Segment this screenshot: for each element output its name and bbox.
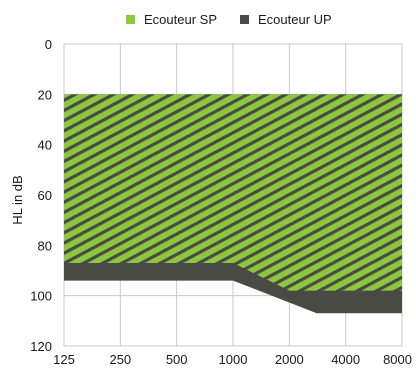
x-tick-label-6: 8000 bbox=[383, 352, 412, 367]
y-axis-title: HL in dB bbox=[10, 175, 25, 224]
y-tick-label-0: 0 bbox=[45, 37, 52, 52]
legend-swatch-ecouteur-up bbox=[240, 15, 249, 24]
y-axis-ticks: 0 20 40 60 80 100 120 bbox=[30, 37, 52, 354]
y-tick-label-3: 60 bbox=[38, 188, 52, 203]
plot-areas bbox=[64, 94, 402, 314]
x-tick-label-2: 500 bbox=[166, 352, 188, 367]
x-tick-label-5: 4000 bbox=[331, 352, 360, 367]
y-tick-label-5: 100 bbox=[30, 289, 52, 304]
x-tick-label-0: 125 bbox=[53, 352, 75, 367]
y-tick-label-2: 40 bbox=[38, 138, 52, 153]
x-tick-label-4: 2000 bbox=[275, 352, 304, 367]
y-tick-label-6: 120 bbox=[30, 339, 52, 354]
x-tick-label-1: 250 bbox=[109, 352, 131, 367]
y-tick-label-1: 20 bbox=[38, 87, 52, 102]
legend: Ecouteur SP Ecouteur UP bbox=[126, 12, 332, 27]
legend-label-ecouteur-sp: Ecouteur SP bbox=[144, 12, 217, 27]
area-ecouteur-sp bbox=[64, 94, 402, 291]
legend-swatch-ecouteur-sp bbox=[126, 15, 135, 24]
legend-label-ecouteur-up: Ecouteur UP bbox=[258, 12, 332, 27]
x-tick-label-3: 1000 bbox=[219, 352, 248, 367]
y-tick-label-4: 80 bbox=[38, 238, 52, 253]
x-axis-ticks: 125 250 500 1000 2000 4000 8000 bbox=[53, 352, 412, 367]
